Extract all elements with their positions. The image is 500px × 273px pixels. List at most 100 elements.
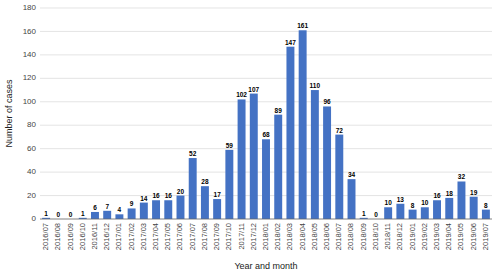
bar — [445, 198, 453, 219]
data-label: 18 — [446, 190, 454, 197]
y-tick-label: 80 — [27, 120, 36, 129]
x-tick-label: 2017/12 — [249, 223, 258, 250]
bar — [457, 181, 465, 219]
x-tick-label: 2017/02 — [127, 223, 136, 250]
page: {"chart_data": {"type": "bar", "categori… — [0, 0, 500, 273]
grid-line — [40, 101, 492, 102]
x-tick-label: 2017/07 — [188, 223, 197, 250]
x-tick-label: 2016/12 — [102, 223, 111, 250]
data-label: 20 — [177, 188, 185, 195]
x-tick-label: 2018/07 — [334, 223, 343, 250]
bar — [384, 207, 392, 219]
data-label: 28 — [201, 178, 209, 185]
bar — [238, 99, 246, 219]
x-tick-label: 2017/11 — [237, 223, 246, 250]
data-label: 1 — [81, 210, 85, 217]
x-tick-label: 2016/10 — [78, 223, 87, 250]
bar — [299, 30, 307, 219]
data-label: 8 — [484, 202, 488, 209]
x-tick-label: 2019/07 — [481, 223, 490, 250]
data-label: 16 — [165, 192, 173, 199]
data-label: 16 — [433, 192, 441, 199]
data-label: 17 — [214, 191, 222, 198]
bar — [470, 197, 478, 219]
data-labels: 1001674914161620522817591021076889147161… — [44, 22, 488, 218]
data-label: 110 — [310, 82, 321, 89]
y-tick-label: 100 — [23, 97, 37, 106]
x-tick-label: 2018/12 — [395, 223, 404, 250]
bar — [482, 210, 490, 219]
y-axis: 020406080100120140160180 — [23, 3, 37, 223]
bar — [421, 207, 429, 219]
bar — [335, 135, 343, 219]
data-label: 9 — [130, 200, 134, 207]
x-tick-label: 2018/04 — [298, 223, 307, 250]
bar — [103, 211, 111, 219]
x-tick-label: 2018/08 — [346, 223, 355, 250]
data-label: 147 — [285, 39, 296, 46]
y-tick-label: 140 — [23, 50, 37, 59]
data-label: 8 — [411, 202, 415, 209]
y-tick-label: 40 — [27, 167, 36, 176]
grid — [40, 8, 492, 219]
bar — [91, 212, 99, 219]
x-tick-label: 2017/06 — [175, 223, 184, 250]
data-label: 102 — [236, 91, 247, 98]
x-tick-label: 2019/02 — [420, 223, 429, 250]
x-tick-label: 2016/11 — [90, 223, 99, 250]
bar — [152, 200, 160, 219]
bars — [42, 30, 490, 219]
y-tick-label: 180 — [23, 3, 37, 12]
y-tick-label: 20 — [27, 191, 36, 200]
bar — [286, 47, 294, 219]
bar — [213, 199, 221, 219]
bar — [409, 210, 417, 219]
bar — [250, 94, 258, 219]
bar — [433, 200, 441, 219]
y-tick-label: 60 — [27, 144, 36, 153]
data-label: 32 — [458, 173, 466, 180]
x-tick-label: 2018/02 — [273, 223, 282, 250]
data-label: 19 — [470, 189, 478, 196]
x-tick-label: 2017/04 — [151, 223, 160, 250]
x-tick-label: 2017/03 — [139, 223, 148, 250]
grid-line — [40, 125, 492, 126]
y-tick-label: 120 — [23, 73, 37, 82]
data-label: 1 — [44, 210, 48, 217]
grid-line — [40, 8, 492, 9]
data-label: 1 — [362, 210, 366, 217]
x-tick-label: 2016/09 — [66, 223, 75, 250]
bar — [128, 208, 136, 219]
grid-line — [40, 219, 492, 220]
grid-line — [40, 54, 492, 55]
bar — [323, 106, 331, 219]
y-tick-label: 160 — [23, 27, 37, 36]
chart-svg: 0204060801001201401601801001674914161620… — [0, 0, 500, 273]
bar — [262, 139, 270, 219]
x-tick-label: 2018/10 — [371, 223, 380, 250]
x-axis-title: Year and month — [234, 261, 297, 271]
x-tick-label: 2017/09 — [212, 223, 221, 250]
x-tick-label: 2017/08 — [200, 223, 209, 250]
x-tick-label: 2018/06 — [322, 223, 331, 250]
data-label: 10 — [421, 199, 429, 206]
x-tick-label: 2016/07 — [41, 223, 50, 250]
data-label: 10 — [385, 199, 393, 206]
data-label: 6 — [93, 204, 97, 211]
bar — [140, 203, 148, 219]
bar — [225, 150, 233, 219]
y-axis-title: Number of cases — [4, 79, 14, 148]
x-axis: 2016/072016/08 2016/092016/102016/112016/… — [41, 223, 490, 250]
x-tick-label: 2018/01 — [261, 223, 270, 250]
x-tick-label: 2016/08 — [53, 223, 62, 250]
data-label: 4 — [118, 206, 122, 213]
data-label: 68 — [262, 131, 270, 138]
x-tick-label: 2019/01 — [408, 223, 417, 250]
x-tick-label: 2019/04 — [444, 223, 453, 250]
data-label: 13 — [397, 196, 405, 203]
data-label: 16 — [152, 192, 160, 199]
bar — [189, 158, 197, 219]
bar — [177, 196, 185, 219]
x-tick-label: 2018/09 — [359, 223, 368, 250]
bar — [274, 115, 282, 219]
